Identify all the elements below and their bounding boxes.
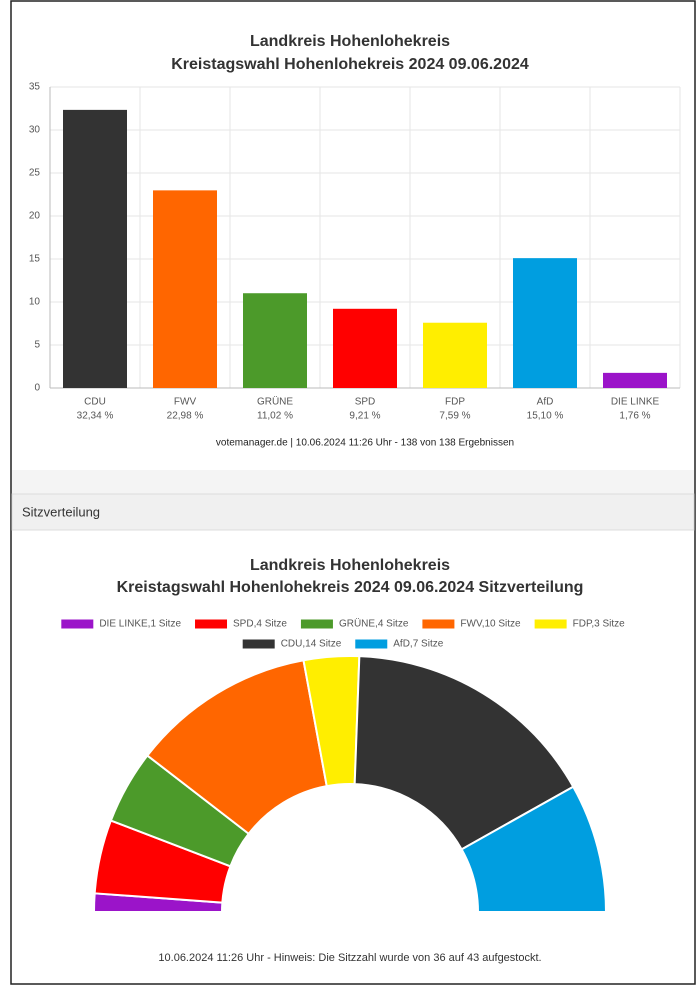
legend-swatch: [242, 639, 275, 649]
legend-item: GRÜNE,4 Sitze: [300, 618, 409, 630]
legend-item: FDP,3 Sitze: [534, 619, 625, 630]
bar: [243, 293, 307, 388]
value-label: 7,59 %: [439, 411, 470, 422]
chart-subtitle: Kreistagswahl Hohenlohekreis 2024 09.06.…: [171, 56, 529, 73]
separator: [12, 470, 694, 494]
y-tick-label: 25: [29, 168, 41, 179]
source: votemanager.de | 10.06.2024 11:26 Uhr - …: [216, 438, 514, 449]
seat-segment: [353, 655, 575, 851]
value-label: 22,98 %: [167, 411, 204, 422]
x-tick-label: FWV: [174, 397, 197, 408]
seat-segment: [460, 785, 608, 913]
chart-title: Landkreis Hohenlohekreis: [250, 557, 450, 574]
legend-label: AfD,7 Sitze: [393, 639, 443, 650]
legend-label: CDU,14 Sitze: [281, 639, 342, 650]
y-tick-label: 30: [29, 125, 41, 136]
bar: [513, 258, 577, 388]
y-tick-label: 20: [29, 211, 41, 222]
legend-swatch: [355, 639, 388, 649]
x-tick-label: AfD: [537, 397, 554, 408]
legend-item: DIE LINKE,1 Sitze: [61, 619, 181, 630]
legend-label: FWV,10 Sitze: [460, 619, 521, 630]
legend-item: AfD,7 Sitze: [355, 639, 444, 650]
legend-item: FWV,10 Sitze: [422, 619, 521, 630]
value-label: 11,02 %: [257, 411, 293, 422]
x-tick-label: FDP: [445, 397, 465, 408]
legend-label: SPD,4 Sitze: [233, 619, 287, 630]
chart-subtitle: Kreistagswahl Hohenlohekreis 2024 09.06.…: [117, 579, 584, 596]
legend-swatch: [300, 619, 333, 629]
x-tick-label: CDU: [84, 397, 106, 408]
legend-swatch: [534, 619, 567, 629]
section-header: [11, 493, 695, 531]
value-label: 32,34 %: [77, 411, 114, 422]
x-tick-label: DIE LINKE: [611, 397, 660, 408]
legend-item: SPD,4 Sitze: [195, 619, 287, 630]
value-label: 9,21 %: [349, 411, 380, 422]
bar: [603, 372, 667, 388]
bar: [333, 308, 397, 388]
section-title: Sitzverteilung: [22, 504, 100, 519]
legend-item: CDU,14 Sitze: [242, 639, 342, 650]
chart-title: Landkreis Hohenlohekreis: [250, 33, 450, 50]
bar: [63, 109, 127, 388]
legend-swatch: [61, 619, 94, 629]
legend-swatch: [422, 619, 455, 629]
bar: [153, 190, 217, 388]
bar: [423, 322, 487, 388]
x-tick-label: GRÜNE: [257, 396, 293, 408]
legend-label: DIE LINKE,1 Sitze: [99, 619, 181, 630]
legend-label: FDP,3 Sitze: [573, 619, 625, 630]
value-label: 15,10 %: [527, 411, 564, 422]
legend-swatch: [195, 619, 228, 629]
y-tick-label: 0: [34, 383, 40, 394]
y-tick-label: 35: [29, 82, 41, 93]
x-tick-label: SPD: [355, 397, 376, 408]
y-tick-label: 5: [34, 340, 40, 351]
y-tick-label: 10: [29, 297, 41, 308]
note: 10.06.2024 11:26 Uhr - Hinweis: Die Sitz…: [158, 952, 541, 964]
y-tick-label: 15: [29, 254, 41, 265]
seat-segment: [145, 659, 328, 836]
legend-label: GRÜNE,4 Sitze: [339, 618, 409, 630]
value-label: 1,76 %: [619, 411, 650, 422]
